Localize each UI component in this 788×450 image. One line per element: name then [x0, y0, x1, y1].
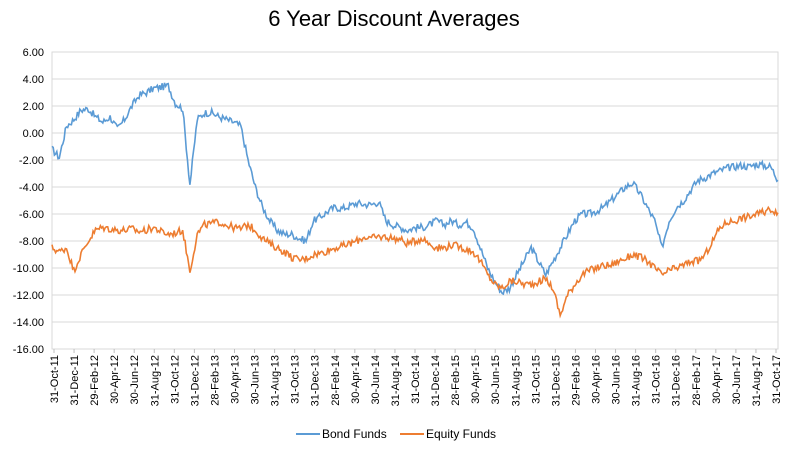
x-tick-label: 31-Aug-13	[270, 355, 282, 406]
y-tick-label: -12.00	[13, 290, 44, 302]
gridlines	[51, 51, 779, 350]
x-tick-label: 31-Aug-16	[631, 355, 643, 406]
x-tick-label: 28-Feb-15	[450, 355, 462, 406]
x-tick-label: 31-Oct-17	[771, 355, 783, 404]
x-tick-label: 31-Dec-15	[550, 355, 562, 406]
x-tick-label: 30-Jun-17	[731, 355, 743, 405]
x-tick-label: 31-Dec-16	[671, 355, 683, 406]
x-tick-label: 30-Jun-13	[250, 355, 262, 405]
x-tick-label: 31-Aug-12	[149, 355, 161, 406]
x-tick-label: 30-Jun-12	[129, 355, 141, 405]
x-tick-label: 31-Oct-12	[169, 355, 181, 404]
x-tick-label: 30-Apr-13	[230, 355, 242, 404]
x-tick-label: 30-Apr-16	[591, 355, 603, 404]
plot-border	[51, 51, 779, 350]
y-tick-label: -2.00	[19, 155, 44, 167]
y-tick-label: -8.00	[19, 236, 44, 248]
x-tick-label: 31-Oct-13	[290, 355, 302, 404]
x-tick-label: 30-Jun-15	[490, 355, 502, 405]
y-tick-label: 6.00	[23, 47, 44, 59]
x-tick-label: 31-Aug-14	[390, 355, 402, 406]
axes: 6.00 4.00 2.00 0.00 -2.00 -4.00 -6.00 -8.00 -10.…	[13, 47, 783, 406]
legend-label: Equity Funds	[426, 427, 496, 441]
x-tick-label: 28-Feb-17	[691, 355, 703, 406]
y-tick-label: -14.00	[13, 317, 44, 329]
x-tick-label: 30-Jun-16	[611, 355, 623, 405]
x-tick-label: 30-Apr-14	[350, 355, 362, 404]
x-tick-label: 31-Aug-17	[751, 355, 763, 406]
x-tick-label: 31-Oct-14	[410, 355, 422, 404]
legend-label: Bond Funds	[322, 427, 387, 441]
x-tick-label: 29-Feb-12	[89, 355, 101, 406]
chart-title: 6 Year Discount Averages	[268, 6, 520, 31]
x-tick-label: 31-Oct-11	[49, 355, 61, 403]
y-tick-label: -16.00	[13, 344, 44, 356]
x-tick-label: 31-Aug-15	[510, 355, 522, 406]
y-tick-label: -10.00	[13, 263, 44, 275]
x-tick-label: 30-Apr-15	[470, 355, 482, 404]
x-tick-label: 30-Apr-17	[711, 355, 723, 404]
y-tick-label: -6.00	[19, 209, 44, 221]
x-tick-label: 31-Dec-12	[189, 355, 201, 406]
x-tick-label: 31-Dec-14	[430, 355, 442, 406]
y-tick-label: 4.00	[23, 74, 44, 86]
y-tick-label: -4.00	[19, 182, 44, 194]
series-layer	[51, 82, 779, 319]
y-tick-label: 2.00	[23, 101, 44, 113]
x-tick-label: 30-Apr-12	[109, 355, 121, 404]
x-tick-label: 28-Feb-14	[330, 355, 342, 406]
legend: Bond Funds Equity Funds	[296, 427, 496, 441]
x-tick-label: 30-Jun-14	[370, 355, 382, 405]
series-line-bond-funds	[51, 82, 779, 296]
x-tick-label: 31-Dec-13	[310, 355, 322, 406]
x-tick-label: 31-Oct-16	[651, 355, 663, 404]
x-tick-label: 31-Oct-15	[530, 355, 542, 404]
series-line-equity-funds	[51, 205, 779, 319]
x-tick-label: 31-Dec-11	[69, 355, 81, 406]
x-tick-label: 28-Feb-13	[209, 355, 221, 406]
y-tick-label: 0.00	[23, 128, 44, 140]
x-tick-label: 29-Feb-16	[570, 355, 582, 406]
